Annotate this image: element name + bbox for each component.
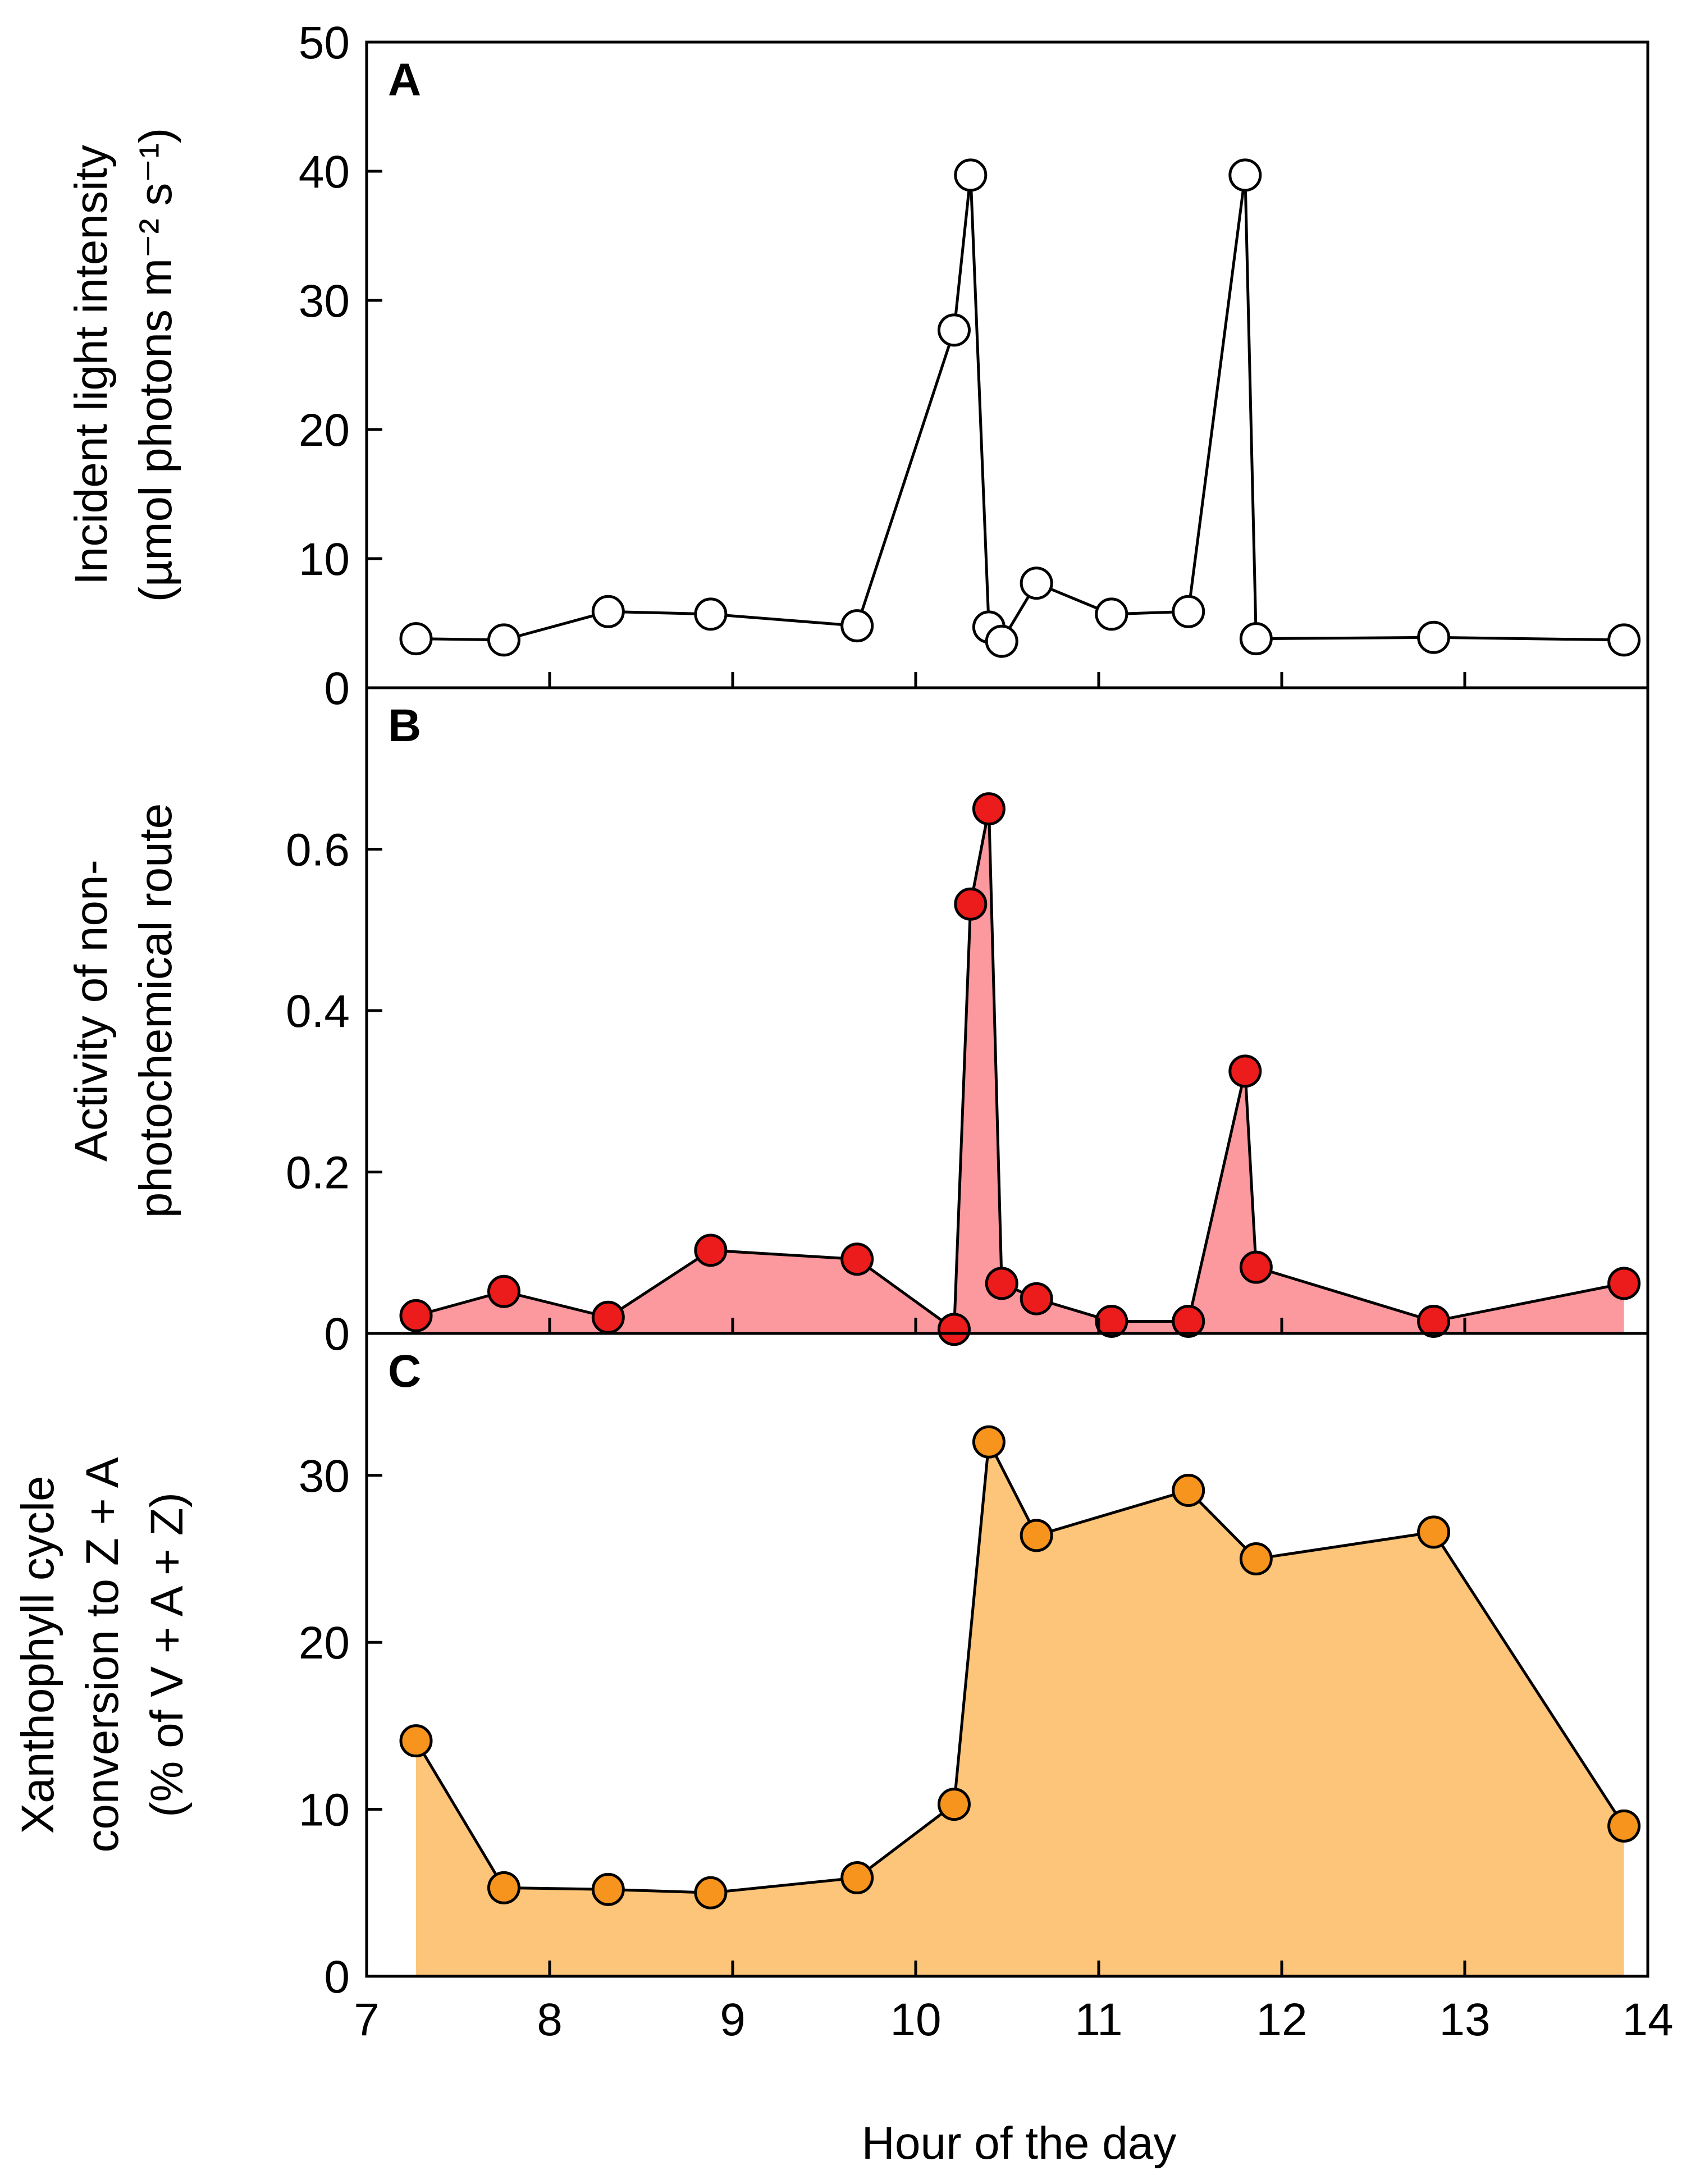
panel-c-point <box>937 1788 971 1821</box>
panel-c-series-line <box>414 1440 1625 1894</box>
panel-a-frame <box>365 40 1649 689</box>
panel-b-point <box>1095 1304 1128 1338</box>
panel-c-point <box>487 1871 520 1904</box>
panel-b-area <box>416 808 1624 1333</box>
panel-b-point <box>1607 1267 1641 1300</box>
panel-a-y-tick-label: 20 <box>299 405 350 456</box>
panel-b-y-tick-label: 0.2 <box>286 1148 350 1199</box>
panel-b-point <box>591 1300 625 1334</box>
panel-a-point <box>1172 595 1205 628</box>
panel-c-point <box>1417 1515 1451 1549</box>
panel-a-point <box>1228 158 1262 192</box>
panel-b-y-tick-label: 0 <box>324 1309 350 1360</box>
panel-a-y-tick-label: 30 <box>299 276 350 327</box>
panel-b-point <box>1172 1304 1205 1338</box>
panel-b-point <box>694 1233 728 1267</box>
x-tick-label: 14 <box>1622 1994 1673 2045</box>
panel-c: 0 10 20 30 C Xanthophyll cycle conversion to Z… <box>12 1332 1649 2003</box>
panel-c-y-tick-label: 10 <box>299 1785 350 1836</box>
panel-b-letter: B <box>388 700 421 751</box>
panel-c-y-axis-title: conversion to Z + A <box>77 1457 128 1853</box>
panel-a: 0 10 20 30 40 50 A Incident light intensity (µmo… <box>66 17 1649 714</box>
panel-b-point <box>972 792 1006 826</box>
x-axis: 7 8 9 10 11 12 13 14 <box>354 1994 1673 2045</box>
panel-c-point <box>1607 1809 1641 1843</box>
panel-c-point <box>694 1876 728 1909</box>
panel-a-point <box>399 622 433 656</box>
panel-c-y-tick-label: 20 <box>299 1618 350 1669</box>
panel-b-y-axis-title: Activity of non- <box>66 860 117 1162</box>
panel-b-point <box>1239 1250 1273 1284</box>
panel-a-point <box>1020 566 1053 600</box>
panel-b-point <box>937 1313 971 1346</box>
panel-a-y-axis-title: Incident light intensity <box>66 145 117 585</box>
panel-c-y-tick-label: 0 <box>324 1952 350 2003</box>
panel-b-point <box>487 1274 520 1308</box>
panel-c-y-axis-title: (% of V + A + Z) <box>141 1492 193 1817</box>
panel-a-point <box>694 597 728 631</box>
panel-a-y-tick-label: 40 <box>299 147 350 198</box>
x-tick-label: 10 <box>890 1994 941 2045</box>
panel-a-y-axis-title: (µmol photons m⁻² s⁻¹) <box>130 128 181 602</box>
panel-a-point <box>840 609 874 643</box>
panel-b-y-tick-label: 0.6 <box>286 825 350 876</box>
panel-b-frame <box>365 686 1649 1335</box>
panel-b-point <box>1417 1304 1451 1338</box>
x-tick-label: 11 <box>1075 1994 1122 2045</box>
panel-c-point <box>399 1724 433 1758</box>
panel-a-point <box>954 158 988 192</box>
panel-b-y-axis-title: photochemical route <box>130 803 181 1218</box>
panel-b-point <box>840 1242 874 1276</box>
panel-b-point <box>1228 1054 1262 1088</box>
panel-c-point <box>1020 1519 1053 1552</box>
panel-a-point <box>1095 597 1128 631</box>
panel-a-series-line <box>415 173 1624 643</box>
panel-b-point <box>954 887 988 921</box>
panel-a-y-tick-label: 10 <box>299 534 350 585</box>
panel-a-point <box>591 595 625 628</box>
panel-b-series-line <box>415 807 1625 1331</box>
panel-c-point <box>1172 1474 1205 1507</box>
panel-c-point <box>1239 1542 1273 1575</box>
panel-c-area <box>416 1442 1624 1976</box>
panel-c-y-tick-label: 30 <box>299 1451 350 1502</box>
x-tick-label: 12 <box>1256 1994 1307 2045</box>
panel-a-point <box>1239 622 1273 656</box>
panel-b-point <box>399 1299 433 1332</box>
panel-c-point <box>972 1425 1006 1459</box>
panel-a-point <box>487 623 520 657</box>
chart-panels: 0 10 20 30 40 50 A Incident light intensity (µmo… <box>12 17 1649 2003</box>
panel-c-frame <box>365 1332 1649 1978</box>
panel-a-letter: A <box>388 54 421 106</box>
panel-a-point <box>1607 623 1641 657</box>
panel-c-letter: C <box>388 1346 421 1397</box>
panel-b: 0 0.2 0.4 0.6 B Activity of non-photochemical… <box>66 686 1649 1360</box>
x-axis-title: Hour of the day <box>862 2118 1177 2169</box>
x-tick-label: 13 <box>1439 1994 1490 2045</box>
panel-a-point <box>1417 620 1451 654</box>
panel-b-y-tick-label: 0.4 <box>286 986 350 1037</box>
x-tick-label: 7 <box>354 1994 380 2045</box>
panel-a-point <box>937 313 971 347</box>
x-tick-label: 9 <box>720 1994 746 2045</box>
panel-c-point <box>840 1861 874 1895</box>
panel-a-y-tick-label: 0 <box>324 663 350 714</box>
x-tick-label: 8 <box>537 1994 563 2045</box>
panel-c-y-axis-title: Xanthophyll cycle <box>12 1475 63 1834</box>
panel-c-point <box>591 1872 625 1906</box>
panel-b-point <box>985 1267 1018 1300</box>
panel-b-point <box>1020 1282 1053 1315</box>
panel-a-y-tick-label: 50 <box>299 17 350 68</box>
panel-a-point <box>985 624 1018 658</box>
